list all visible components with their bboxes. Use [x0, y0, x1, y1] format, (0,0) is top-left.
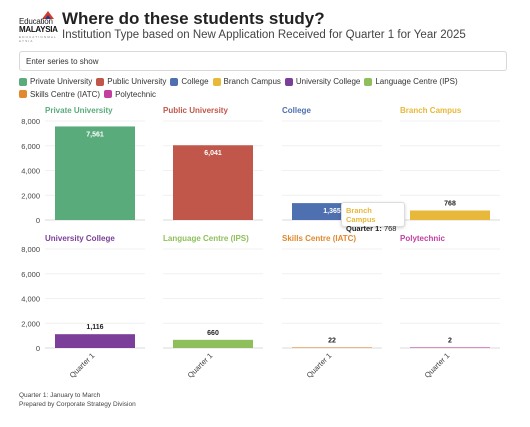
x-tick-label: Quarter 1: [305, 351, 334, 380]
panel-title: College: [282, 106, 311, 115]
legend-label: Skills Centre (IATC): [30, 89, 101, 99]
legend-swatch: [170, 77, 179, 86]
y-tick-label: 6,000: [21, 142, 40, 151]
legend-swatch: [104, 90, 113, 98]
legend-item-1[interactable]: Public University: [96, 76, 166, 87]
x-tick-label: Quarter 1: [68, 351, 97, 380]
legend-swatch: [96, 77, 105, 86]
legend-item-0[interactable]: Private University: [19, 76, 92, 87]
y-tick-label: 0: [36, 216, 40, 225]
logo-text-line1: Education: [19, 17, 53, 26]
legend-swatch: [19, 77, 27, 86]
x-tick-label: Quarter 1: [186, 351, 215, 380]
bar-value-label: 1,365: [323, 208, 341, 215]
legend-label: Polytechnic: [115, 89, 157, 99]
y-tick-label: 2,000: [21, 191, 40, 200]
y-tick-label: 4,000: [21, 295, 40, 304]
bar-value-label: 7,561: [86, 131, 104, 138]
bar: [292, 347, 372, 348]
legend-label: Public University: [107, 77, 167, 86]
legend-swatch: [212, 77, 221, 86]
bar-value-label: 768: [444, 200, 456, 207]
footnote: Quarter 1: January to March Prepared by …: [19, 391, 136, 409]
bar-value-label: 660: [207, 330, 219, 337]
legend-item-2[interactable]: College: [170, 76, 209, 87]
bar: [410, 347, 490, 348]
legend-item-5[interactable]: Language Centre (IPS): [364, 76, 458, 87]
chart-legend: Private University Public University Colle…: [19, 76, 514, 101]
footnote-prepared-by: Prepared by Corporate Strategy Division: [19, 401, 136, 408]
bar: [55, 334, 135, 348]
page-title: Where do these students study?: [62, 9, 325, 28]
logo-text-line2: MALAYSIA: [19, 25, 58, 34]
legend-label: Language Centre (IPS): [375, 77, 458, 86]
bar: [410, 210, 490, 220]
panel-title: Polytechnic: [400, 234, 445, 243]
bar: [173, 339, 253, 348]
education-malaysia-logo: Education MALAYSIA E D U C A T I O N M A…: [19, 10, 58, 43]
x-tick-label: Quarter 1: [423, 351, 452, 380]
page-subtitle: Institution Type based on New Applicatio…: [62, 29, 466, 41]
logo-mark-icon: [42, 11, 54, 19]
panel-title: Private University: [45, 106, 113, 115]
y-tick-label: 8,000: [21, 245, 40, 254]
panel-title: Skills Centre (IATC): [282, 234, 356, 243]
legend-swatch: [19, 90, 27, 98]
panel-title: University College: [45, 234, 115, 243]
legend-item-4[interactable]: University College: [284, 76, 361, 87]
legend-item-7[interactable]: Polytechnic: [104, 89, 156, 100]
y-tick-label: 8,000: [21, 117, 40, 126]
bar-value-label: 6,041: [204, 150, 222, 157]
tooltip-label: Quarter 1:: [346, 224, 382, 233]
chart-tooltip: Branch Campus Quarter 1: 768: [341, 202, 405, 233]
legend-label: Private University: [30, 77, 93, 86]
legend-swatch: [284, 77, 293, 86]
panel-title: Branch Campus: [400, 106, 462, 115]
footnote-quarter-definition: Quarter 1: January to March: [19, 392, 101, 399]
series-filter-input[interactable]: Enter series to show: [19, 51, 507, 71]
bar-value-label: 22: [328, 337, 336, 344]
legend-label: Branch Campus: [223, 77, 281, 86]
legend-item-3[interactable]: Branch Campus: [212, 76, 281, 87]
legend-swatch: [364, 77, 373, 86]
y-tick-label: 4,000: [21, 167, 40, 176]
y-tick-label: 6,000: [21, 270, 40, 279]
panel-title: Public University: [163, 106, 228, 115]
bar: [55, 126, 135, 220]
y-tick-label: 2,000: [21, 319, 40, 328]
logo-text-line3: E D U C A T I O N M A L A Y S I A: [19, 35, 56, 43]
bar-value-label: 1,116: [86, 324, 103, 331]
legend-item-6[interactable]: Skills Centre (IATC): [19, 89, 100, 100]
panel-title: Language Centre (IPS): [163, 234, 249, 243]
legend-label: University College: [295, 77, 361, 86]
tooltip-series-name: Branch Campus: [346, 206, 376, 224]
legend-label: College: [181, 77, 209, 86]
tooltip-value: 768: [383, 224, 397, 233]
bar: [173, 145, 253, 220]
y-tick-label: 0: [36, 344, 40, 353]
bar-value-label: 2: [448, 337, 452, 344]
